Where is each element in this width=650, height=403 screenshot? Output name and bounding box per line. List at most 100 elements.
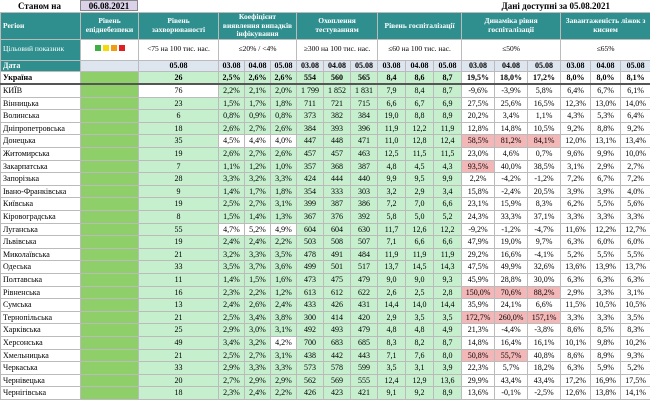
cell-value: 9,8% [590, 335, 622, 350]
cell-value: 10,5% [590, 298, 622, 312]
cell-value: 2,4% [244, 386, 271, 400]
light [102, 45, 109, 52]
region-name: Волинська [0, 109, 81, 123]
cell-value: 1,8% [269, 184, 298, 199]
cell-value: 423 [323, 386, 352, 400]
region-row: Харківська 25 2,9% 3,0% 3,1% 492 493 479 4,8 4,8 4… [0, 323, 650, 337]
data-note: Дані доступні за 05.08.2021 [501, 1, 610, 11]
column-header: Коефіцієнт виявлення випадків інфікуванн… [217, 12, 298, 40]
cell-value: 6,4% [620, 109, 650, 123]
date: 04.08 [405, 59, 435, 72]
cell-value: 357 [296, 159, 325, 174]
cell-value: 16 [138, 285, 219, 300]
epi-level [80, 172, 139, 186]
cell-value: 392 [350, 210, 379, 224]
cell-value: 14,5 [405, 260, 435, 274]
cell-value: 11,5% [560, 298, 592, 312]
cell-value: -0,1% [494, 386, 529, 400]
cell-value: 6,3% [560, 235, 592, 249]
cell-value: 17,5% [620, 373, 650, 388]
cell-value: 4,2% [269, 335, 298, 350]
cell-value: 11,9 [405, 247, 435, 262]
cell-value: 3,4 [433, 184, 463, 199]
header-row: Регіон Рівень епіднебезпеки Рівень захворю… [0, 12, 650, 40]
cell-value: 2,4% [269, 298, 298, 312]
cell-value: 1,2% [269, 285, 298, 300]
cell-value: 1,5% [218, 96, 245, 111]
cell-value: 5,3% [590, 109, 622, 123]
target-label: Цільовий показник [0, 38, 81, 61]
cell-value: 23,1% [461, 197, 496, 212]
cell-value: 3,3% [269, 172, 298, 186]
cell-value: 2,7% [218, 373, 245, 388]
cell-value: 3,9% [590, 184, 622, 199]
cell-value: 613 [296, 285, 325, 300]
cell-value: 12,4 [433, 134, 463, 149]
cell-value: 3,3% [560, 210, 592, 224]
column-header: Охоплення тестуванням [296, 12, 379, 40]
cell-value: 6,4% [560, 83, 592, 98]
region-row: Черкаська 33 2,9% 3,3% 3,3% 573 578 599 3,5 3,1 3,… [0, 361, 650, 375]
cell-value: 7,1 [377, 235, 407, 249]
region-row: Чернівецька 20 2,7% 2,9% 2,9% 562 569 555 12,4 12… [0, 373, 650, 388]
cell-value: 3,3% [218, 172, 245, 186]
cell-value: 12,2% [590, 222, 622, 237]
cell-value: 7 [138, 159, 219, 174]
cell-value: 17,2% [560, 373, 592, 388]
cell-value: 9,6% [560, 147, 592, 161]
cell-value: 8,6% [560, 323, 592, 337]
region-row: Луганська 55 4,7% 5,2% 4,9% 604 604 630 11,7 12,6… [0, 222, 650, 237]
date: 04.08 [323, 59, 352, 72]
target-row: Цільовий показник <75 на 100 тис. нас. ≤20… [0, 38, 650, 61]
cell-value: 0,8% [269, 109, 298, 123]
date: 05.08 [620, 59, 650, 72]
epi-level [80, 373, 139, 388]
cell-value: 1 852 [323, 83, 352, 98]
cell-value: 8,9% [590, 348, 622, 363]
cell-value: 501 [323, 260, 352, 274]
covid-table: Регіон Рівень епіднебезпеки Рівень захворю… [0, 12, 650, 400]
cell-value: 3,3% [590, 210, 622, 224]
cell-value: 13,7 [377, 260, 407, 274]
cell-value: 21 [138, 310, 219, 325]
cell-value: 11,9 [377, 247, 407, 262]
region-name: Україна [0, 70, 81, 86]
cell-value: 2,9% [269, 373, 298, 388]
cell-value: 18 [138, 386, 219, 400]
top-bar: Станом на 06.08.2021 Дані доступні за 05… [0, 0, 650, 12]
epi-level [80, 96, 139, 111]
cell-value: 6,3% [620, 273, 650, 287]
cell-value: 2,5% [218, 348, 245, 363]
cell-value: 8,9 [433, 109, 463, 123]
cell-value: 43,4% [494, 373, 529, 388]
cell-value: 1,3% [269, 210, 298, 224]
cell-value: 3,3% [590, 310, 622, 325]
region-row: Закарпатська 7 1,1% 1,2% 1,0% 357 368 387 4,8 4,5… [0, 159, 650, 174]
cell-value: 3,2% [218, 247, 245, 262]
cell-value: 13,0% [590, 96, 622, 111]
cell-value: -9,6% [461, 83, 496, 98]
cell-value: 9,1 [377, 386, 407, 400]
cell-value: 5,0 [405, 210, 435, 224]
cell-value: 6,0% [620, 235, 650, 249]
epi-level [80, 147, 139, 161]
cell-value: 2,5% [218, 70, 245, 86]
cell-value: 33 [138, 260, 219, 274]
cell-value: 3,0% [244, 323, 271, 337]
cell-value: 444 [323, 172, 352, 186]
cell-value: 13,7% [620, 260, 650, 274]
cell-value: 24,3% [461, 210, 496, 224]
cell-value: 1,0% [269, 159, 298, 174]
region-row: Дніпропетровська 18 2,6% 2,7% 2,6% 384 393 396 1… [0, 121, 650, 136]
cell-value: 447 [296, 134, 325, 149]
cell-value: 5,8 [377, 210, 407, 224]
date: 03.08 [461, 59, 496, 72]
cell-value: 3,3% [244, 247, 271, 262]
cell-value: 3,4% [244, 310, 271, 325]
region-name: Київська [0, 197, 81, 212]
cell-value: 8,4 [377, 70, 407, 86]
date: 05.08 [433, 59, 463, 72]
cell-value: 1 799 [296, 83, 325, 98]
cell-value: 2,7% [244, 348, 271, 363]
epi-level [80, 210, 139, 224]
